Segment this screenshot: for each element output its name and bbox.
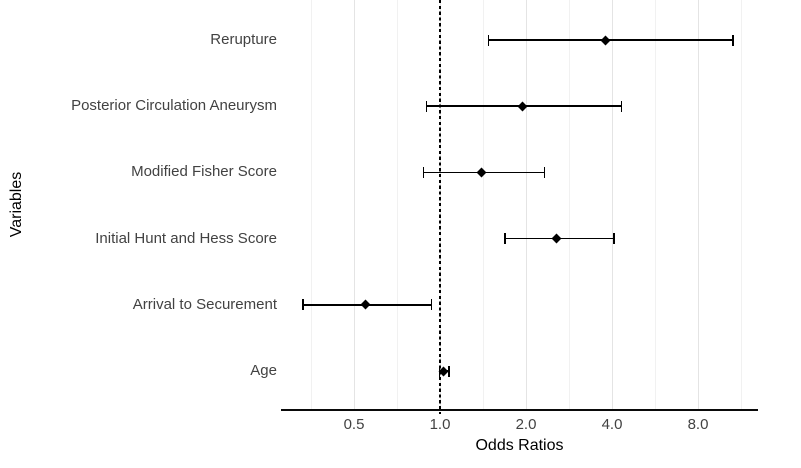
minor-gridline [740, 0, 742, 409]
minor-gridline [482, 0, 484, 409]
odds-ratio-point-icon [551, 233, 562, 244]
x-tick-label: 2.0 [515, 416, 537, 433]
odds-ratio-point-icon [517, 101, 528, 112]
major-gridline [612, 0, 613, 409]
category-label: Rerupture [210, 31, 277, 48]
ci-upper-cap [447, 365, 450, 377]
error-bar [487, 34, 735, 46]
ci-upper-cap [613, 233, 616, 245]
reference-line [439, 0, 441, 414]
error-bar [422, 166, 546, 178]
category-label: Arrival to Securement [132, 295, 277, 313]
error-bar [438, 365, 450, 377]
category-label: Modified Fisher Score [131, 163, 277, 181]
minor-gridline [568, 0, 570, 409]
category-labels: Rerupture Posterior Circulation Aneurysm M… [0, 0, 277, 409]
category-label: Initial Hunt and Hess Score [95, 229, 277, 247]
ci-upper-cap [430, 299, 433, 311]
major-gridline [354, 0, 355, 409]
ci-upper-cap [620, 100, 623, 112]
minor-gridline [396, 0, 398, 409]
plot-panel [282, 0, 757, 414]
ci-lower-cap [425, 100, 428, 112]
ci-lower-cap [422, 166, 425, 178]
ci-line [487, 39, 735, 41]
minor-gridline [655, 0, 656, 409]
category-label: Age [250, 362, 277, 379]
x-tick-label: 0.5 [343, 416, 365, 433]
major-gridline [526, 0, 527, 409]
error-bar [504, 233, 616, 245]
ci-upper-cap [732, 34, 735, 46]
major-gridline [698, 0, 699, 409]
category-label: Posterior Circulation Aneurysm [71, 97, 277, 115]
ci-lower-cap [487, 34, 490, 46]
x-tick-label: 4.0 [601, 416, 623, 433]
ci-lower-cap [302, 299, 305, 311]
error-bar [425, 100, 623, 112]
minor-gridline [311, 0, 313, 409]
x-axis-title: Odds Ratios [475, 437, 564, 454]
x-tick-label: 1.0 [429, 416, 451, 433]
odds-ratio-point-icon [476, 167, 487, 178]
x-tick-label: 8.0 [687, 416, 709, 433]
odds-ratio-point-icon [600, 35, 611, 45]
ci-lower-cap [504, 233, 506, 245]
error-bar [302, 299, 433, 311]
ci-upper-cap [543, 166, 546, 178]
odds-ratio-point-icon [360, 299, 371, 310]
x-axis-tick-labels: 0.5 1.0 2.0 4.0 8.0 [0, 416, 801, 436]
x-axis-line [281, 409, 758, 411]
